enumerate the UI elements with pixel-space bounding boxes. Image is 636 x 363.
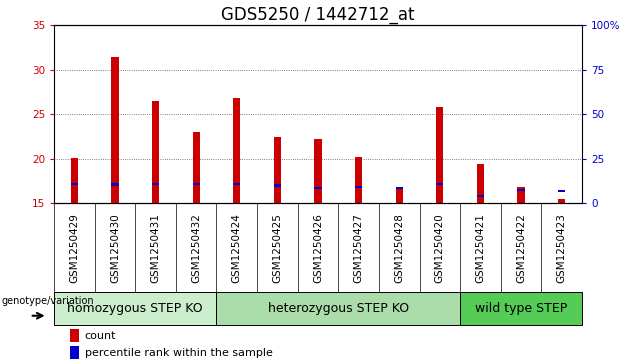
Bar (460, 292, 582, 325)
Bar (54, 292, 216, 325)
Bar (517, 189, 525, 191)
Bar (193, 132, 200, 203)
Text: GSM1250423: GSM1250423 (556, 213, 567, 283)
Bar (273, 184, 281, 187)
Bar (355, 157, 363, 203)
Text: GSM1250431: GSM1250431 (151, 213, 160, 283)
Bar (233, 98, 240, 203)
Text: homozygous STEP KO: homozygous STEP KO (67, 302, 203, 315)
Bar (314, 139, 322, 203)
Bar (111, 57, 119, 203)
Bar (396, 187, 403, 189)
Bar (558, 190, 565, 192)
Bar (216, 292, 460, 325)
Bar (436, 107, 443, 203)
Text: GSM1250420: GSM1250420 (435, 213, 445, 283)
Bar (233, 183, 240, 185)
Bar (71, 183, 78, 185)
Bar (111, 183, 119, 186)
Text: GSM1250428: GSM1250428 (394, 213, 404, 283)
Text: genotype/variation: genotype/variation (2, 296, 94, 306)
Bar (193, 183, 200, 185)
Text: GSM1250426: GSM1250426 (313, 213, 323, 283)
Bar (396, 187, 403, 203)
Text: GSM1250427: GSM1250427 (354, 213, 364, 283)
Bar (314, 187, 322, 189)
Text: GSM1250422: GSM1250422 (516, 213, 526, 283)
Bar (152, 101, 159, 203)
Text: heterozygous STEP KO: heterozygous STEP KO (268, 302, 409, 315)
Text: GSM1250432: GSM1250432 (191, 213, 201, 283)
Text: GSM1250421: GSM1250421 (476, 213, 485, 283)
Bar (477, 195, 484, 197)
Text: count: count (85, 331, 116, 340)
Bar (558, 199, 565, 203)
Text: GSM1250430: GSM1250430 (110, 213, 120, 283)
Bar (355, 186, 363, 188)
Text: wild type STEP: wild type STEP (475, 302, 567, 315)
Text: GSM1250429: GSM1250429 (69, 213, 80, 283)
Bar (273, 136, 281, 203)
Bar (71, 158, 78, 203)
Text: percentile rank within the sample: percentile rank within the sample (85, 348, 273, 358)
Text: GSM1250424: GSM1250424 (232, 213, 242, 283)
Bar (436, 183, 443, 185)
Title: GDS5250 / 1442712_at: GDS5250 / 1442712_at (221, 6, 415, 24)
Bar (477, 164, 484, 203)
Text: GSM1250425: GSM1250425 (272, 213, 282, 283)
Bar (517, 187, 525, 203)
Bar (152, 183, 159, 185)
Bar (70, 346, 80, 359)
Bar (70, 329, 80, 342)
